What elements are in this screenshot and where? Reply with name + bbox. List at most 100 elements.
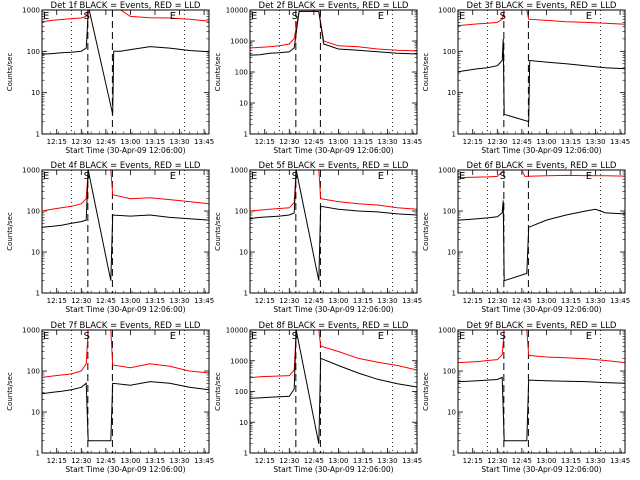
chart-panel: Det 1f BLACK = Events, RED = LLD Counts/s… xyxy=(6,1,214,155)
sunlight-marker-label: S xyxy=(292,331,298,342)
start-marker-label: E xyxy=(43,11,49,22)
x-tick-label: 13:45 xyxy=(402,138,422,146)
start-marker-label: E xyxy=(459,171,465,182)
x-tick-label: 12:30 xyxy=(279,297,299,305)
chart-panel: Det 8f BLACK = Events, RED = LLD Counts/s… xyxy=(214,321,422,474)
x-tick-label: 12:15 xyxy=(463,297,483,305)
x-tick-label: 13:30 xyxy=(585,457,605,465)
end-marker-label: E xyxy=(378,171,384,182)
end-marker-label: E xyxy=(170,171,176,182)
chart-title: Det 1f BLACK = Events, RED = LLD xyxy=(51,1,201,11)
y-tick-label: 100 xyxy=(443,208,456,216)
x-axis-label: Start Time (30-Apr-09 12:06:00) xyxy=(481,305,601,314)
series-line xyxy=(250,330,417,444)
chart-panel: Det 4f BLACK = Events, RED = LLD Counts/s… xyxy=(6,161,214,314)
y-tick-label: 1 xyxy=(36,131,40,139)
y-tick-label: 100 xyxy=(235,69,248,77)
chart-title: Det 7f BLACK = Events, RED = LLD xyxy=(51,321,201,331)
x-axis-label: Start Time (30-Apr-09 12:06:00) xyxy=(481,465,601,474)
y-tick-label: 1000 xyxy=(22,7,40,15)
x-tick-label: 12:45 xyxy=(512,457,532,465)
series-line xyxy=(250,170,417,281)
chart-title: Det 4f BLACK = Events, RED = LLD xyxy=(51,161,201,171)
x-tick-label: 13:00 xyxy=(536,138,556,146)
x-axis-label: Start Time (30-Apr-09 12:06:00) xyxy=(481,146,601,155)
y-tick-label: 100 xyxy=(27,368,40,376)
y-tick-label: 1 xyxy=(244,131,248,139)
series-line xyxy=(42,170,209,212)
chart-title: Det 9f BLACK = Events, RED = LLD xyxy=(467,321,617,331)
x-axis-label: Start Time (30-Apr-09 12:06:00) xyxy=(273,465,393,474)
plot-frame xyxy=(457,329,626,454)
x-tick-label: 13:45 xyxy=(194,138,214,146)
y-tick-label: 10000 xyxy=(226,7,248,15)
series-line xyxy=(42,170,209,281)
x-axis-label: Start Time (30-Apr-09 12:06:00) xyxy=(65,146,185,155)
x-tick-label: 13:15 xyxy=(353,297,373,305)
x-tick-label: 13:00 xyxy=(328,297,348,305)
y-tick-label: 10 xyxy=(447,89,456,97)
x-tick-label: 13:00 xyxy=(328,138,348,146)
y-axis-label: Counts/sec xyxy=(6,212,14,251)
series-line xyxy=(250,10,417,56)
start-marker-label: E xyxy=(459,11,465,22)
x-axis-label: Start Time (30-Apr-09 12:06:00) xyxy=(65,305,185,314)
end-marker-label: E xyxy=(378,11,384,22)
x-axis-label: Start Time (30-Apr-09 12:06:00) xyxy=(273,305,393,314)
y-tick-label: 1000 xyxy=(22,167,40,175)
x-tick-label: 12:45 xyxy=(96,138,116,146)
x-tick-label: 12:45 xyxy=(96,297,116,305)
end-marker-label: E xyxy=(586,11,592,22)
start-marker-label: E xyxy=(459,331,465,342)
x-tick-label: 13:30 xyxy=(169,138,189,146)
x-tick-label: 13:00 xyxy=(120,138,140,146)
y-tick-label: 10000 xyxy=(226,327,248,335)
sunlight-marker-label: S xyxy=(500,171,506,182)
chart-panel: Det 7f BLACK = Events, RED = LLD Counts/s… xyxy=(6,321,214,474)
series-line xyxy=(458,330,625,364)
chart-title: Det 8f BLACK = Events, RED = LLD xyxy=(259,321,409,331)
series-line xyxy=(250,170,417,212)
x-axis-label: Start Time (30-Apr-09 12:06:00) xyxy=(273,146,393,155)
x-tick-label: 12:45 xyxy=(304,457,324,465)
y-tick-label: 1000 xyxy=(230,167,248,175)
x-tick-label: 13:00 xyxy=(328,457,348,465)
x-tick-label: 13:30 xyxy=(169,457,189,465)
x-tick-label: 12:30 xyxy=(487,457,507,465)
series-line xyxy=(458,10,625,27)
end-marker-label: E xyxy=(586,331,592,342)
y-tick-label: 100 xyxy=(443,368,456,376)
y-axis-label: Counts/sec xyxy=(6,372,14,411)
x-tick-label: 13:30 xyxy=(377,297,397,305)
x-tick-label: 12:30 xyxy=(487,138,507,146)
chart-title: Det 3f BLACK = Events, RED = LLD xyxy=(467,1,617,11)
sunlight-marker-label: S xyxy=(292,171,298,182)
end-marker-label: E xyxy=(170,331,176,342)
x-tick-label: 13:45 xyxy=(610,297,630,305)
x-tick-label: 12:15 xyxy=(255,297,275,305)
y-axis-label: Counts/sec xyxy=(422,53,430,92)
x-tick-label: 13:45 xyxy=(402,457,422,465)
x-tick-label: 13:15 xyxy=(145,297,165,305)
y-tick-label: 10 xyxy=(239,249,248,257)
x-tick-label: 13:15 xyxy=(561,457,581,465)
series-line xyxy=(458,38,625,123)
x-tick-label: 13:45 xyxy=(194,457,214,465)
chart-panel: Det 2f BLACK = Events, RED = LLD Counts/s… xyxy=(214,1,422,155)
x-tick-label: 12:15 xyxy=(463,138,483,146)
x-tick-label: 12:30 xyxy=(487,297,507,305)
x-tick-label: 13:30 xyxy=(377,138,397,146)
x-tick-label: 12:30 xyxy=(71,138,91,146)
x-tick-label: 13:45 xyxy=(610,138,630,146)
y-tick-label: 10 xyxy=(239,419,248,427)
y-tick-label: 10 xyxy=(447,409,456,417)
plot-frame xyxy=(249,9,418,135)
chart-panel: Det 3f BLACK = Events, RED = LLD Counts/s… xyxy=(422,1,630,155)
x-tick-label: 13:00 xyxy=(536,297,556,305)
end-marker-label: E xyxy=(586,171,592,182)
x-tick-label: 13:15 xyxy=(145,457,165,465)
sunlight-marker-label: S xyxy=(84,11,90,22)
y-axis-label: Counts/sec xyxy=(214,372,222,411)
x-tick-label: 12:30 xyxy=(71,457,91,465)
y-tick-label: 1 xyxy=(36,450,40,458)
